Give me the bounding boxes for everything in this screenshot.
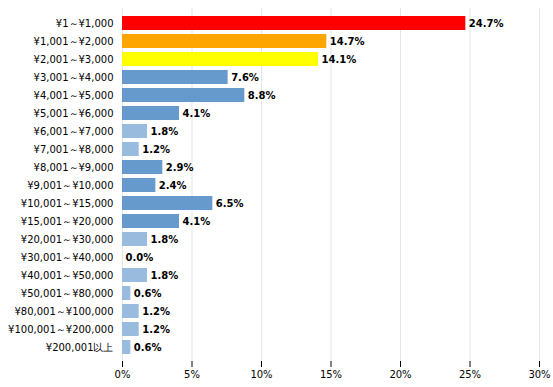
svg-text:¥6,001～¥7,000: ¥6,001～¥7,000 [34,126,114,137]
svg-text:0.0%: 0.0% [126,252,154,263]
svg-text:¥20,001～¥30,000: ¥20,001～¥30,000 [21,234,114,245]
svg-text:0.6%: 0.6% [134,342,162,353]
svg-text:8.8%: 8.8% [248,90,276,101]
svg-text:6.5%: 6.5% [216,198,244,209]
svg-text:4.1%: 4.1% [182,108,210,119]
svg-text:¥1,001～¥2,000: ¥1,001～¥2,000 [34,36,114,47]
svg-text:2.9%: 2.9% [166,162,194,173]
svg-text:¥100,001～¥200,000: ¥100,001～¥200,000 [8,324,113,335]
svg-text:4.1%: 4.1% [182,216,210,227]
svg-text:1.2%: 1.2% [142,144,170,155]
svg-text:7.6%: 7.6% [231,72,259,83]
svg-text:1.8%: 1.8% [151,270,179,281]
svg-text:¥200,001以上: ¥200,001以上 [46,342,114,353]
svg-text:¥7,001～¥8,000: ¥7,001～¥8,000 [34,144,114,155]
svg-text:1.8%: 1.8% [151,126,179,137]
svg-text:1.8%: 1.8% [151,234,179,245]
svg-text:2.4%: 2.4% [159,180,187,191]
svg-text:0%: 0% [115,369,131,380]
svg-text:¥9,001～¥10,000: ¥9,001～¥10,000 [27,180,113,191]
svg-text:¥50,001～¥80,000: ¥50,001～¥80,000 [21,288,114,299]
svg-text:¥15,001～¥20,000: ¥15,001～¥20,000 [21,216,114,227]
svg-text:25%: 25% [459,369,481,380]
svg-text:¥3,001～¥4,000: ¥3,001～¥4,000 [34,72,114,83]
svg-text:20%: 20% [389,369,411,380]
svg-text:0.6%: 0.6% [134,288,162,299]
svg-text:¥4,001～¥5,000: ¥4,001～¥5,000 [34,90,114,101]
svg-text:24.7%: 24.7% [469,18,504,29]
svg-text:30%: 30% [528,369,550,380]
svg-text:¥40,001～¥50,000: ¥40,001～¥50,000 [21,270,114,281]
svg-text:15%: 15% [320,369,342,380]
svg-text:14.1%: 14.1% [321,54,356,65]
svg-text:1.2%: 1.2% [142,324,170,335]
svg-text:¥1～¥1,000: ¥1～¥1,000 [56,18,114,29]
svg-text:14.7%: 14.7% [330,36,365,47]
svg-text:1.2%: 1.2% [142,306,170,317]
svg-text:10%: 10% [250,369,272,380]
svg-text:¥80,001～¥100,000: ¥80,001～¥100,000 [14,306,113,317]
svg-text:¥8,001～¥9,000: ¥8,001～¥9,000 [34,162,114,173]
svg-text:5%: 5% [184,369,200,380]
svg-text:¥10,001～¥15,000: ¥10,001～¥15,000 [21,198,114,209]
svg-text:¥5,001～¥6,000: ¥5,001～¥6,000 [34,108,114,119]
svg-text:¥30,001～¥40,000: ¥30,001～¥40,000 [21,252,114,263]
svg-text:¥2,001～¥3,000: ¥2,001～¥3,000 [34,54,114,65]
